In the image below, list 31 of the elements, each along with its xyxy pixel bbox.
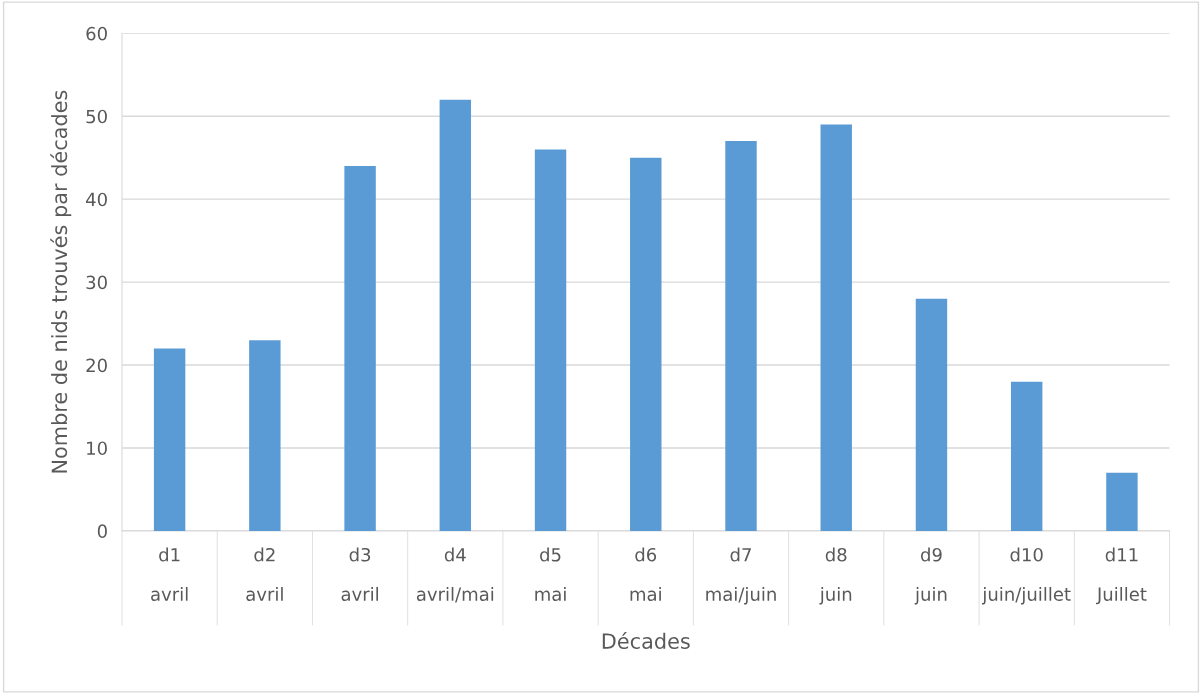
category-label: d7 mai/juin (706, 547, 776, 605)
bar (725, 141, 757, 531)
y-tick-label: 50 (86, 109, 107, 124)
bar (820, 124, 852, 531)
category-label: d4 avril/mai (416, 547, 494, 603)
category-label: d9 juin (914, 547, 947, 605)
bar (1010, 381, 1043, 531)
bar (630, 157, 662, 531)
y-tick-label: 10 (87, 441, 107, 456)
bar (439, 99, 472, 531)
category-label: d5 mai (535, 547, 566, 601)
category-label: d11 Juillet (1095, 547, 1147, 605)
category-label: d3 avril (341, 547, 378, 601)
bar (344, 166, 376, 531)
y-axis-title: Nombre de nids trouvés par décades (50, 90, 72, 473)
bar (534, 149, 567, 531)
y-tick-label: 20 (86, 358, 107, 373)
y-tick-label: 60 (86, 26, 107, 41)
bar (1106, 472, 1138, 531)
y-tick-label: 0 (97, 524, 107, 539)
y-tick-label: 40 (86, 192, 107, 207)
bar (249, 340, 281, 531)
bar (915, 298, 948, 531)
category-label: d2 avril (246, 547, 283, 601)
y-tick-label: 30 (86, 275, 107, 290)
x-axis-title: Décades (602, 632, 690, 649)
category-label: d1 avril (151, 547, 188, 601)
category-label: d8 juin (819, 547, 852, 605)
category-label: d10 juin/juillet (982, 547, 1071, 605)
bar (153, 348, 186, 531)
category-label: d6 mai (630, 547, 661, 601)
